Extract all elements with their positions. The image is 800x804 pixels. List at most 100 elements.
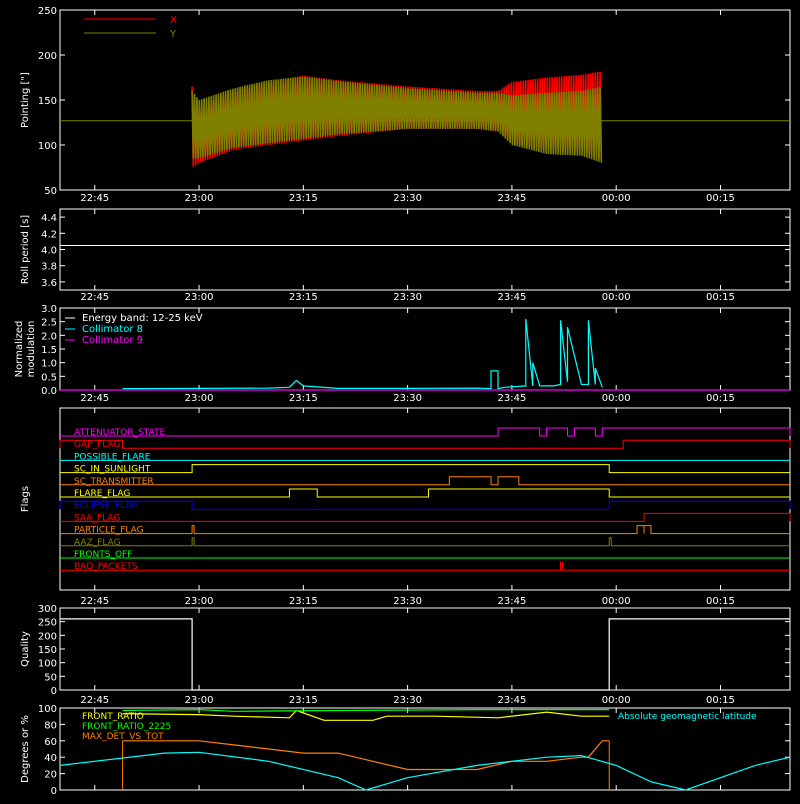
pointing-series-y	[191, 76, 603, 163]
roll-frame	[59, 208, 791, 291]
roll-xtick-label: 00:00	[602, 292, 631, 303]
ratios-frame	[59, 707, 791, 791]
modulation-ytick-label: 2.0	[41, 331, 57, 342]
ratios-legend-label: Absolute geomagnetic latitude	[618, 712, 757, 722]
ratios-ytick-label: 0	[51, 786, 57, 797]
quality-xtick-label: 23:30	[393, 695, 422, 706]
modulation-xtick-label: 23:00	[185, 393, 214, 404]
quality-xtick-label: 23:45	[497, 695, 526, 706]
quality-xtick-label: 22:45	[80, 695, 109, 706]
quality-frame	[59, 607, 791, 691]
ratios-ytick-label: 40	[44, 753, 57, 764]
flags-label-bad-packets: BAD_PACKETS	[74, 562, 138, 572]
modulation-xtick-label: 22:45	[80, 393, 109, 404]
ratios-series-absolute-geomagnetic-latitude	[59, 751, 791, 791]
modulation-legend-label: Collimator 9	[82, 335, 143, 346]
ratios-legend-label: FRONT_RATIO_2225	[82, 722, 171, 732]
flags-trace-aaz-flag	[60, 537, 790, 547]
flags-label-sc-in-sunlight: SC_IN_SUNLIGHT	[74, 465, 151, 475]
flags-trace-sc-transmitter	[60, 476, 790, 486]
ratios-legend-label: FRONT_RATIO	[82, 712, 144, 722]
modulation-legend-label: Energy band: 12-25 keV	[82, 313, 203, 324]
ratios-ytick-label: 60	[44, 737, 57, 748]
flags-label-possible-flare: POSSIBLE_FLARE	[74, 452, 151, 462]
quality-xtick-label: 23:00	[185, 695, 214, 706]
flags-trace-sc-in-sunlight	[60, 464, 790, 474]
quality-ytick-label: 50	[44, 672, 57, 683]
roll-xtick-label: 23:30	[393, 292, 422, 303]
pointing-ytick-label: 50	[44, 186, 57, 197]
modulation-ylabel: modulation	[26, 321, 37, 378]
flags-label-fronts-off: FRONTS_OFF	[74, 550, 132, 560]
pointing-ytick-label: 100	[38, 141, 57, 152]
quality-ytick-label: 100	[38, 659, 57, 670]
ratios-series-front-ratio	[122, 709, 610, 721]
ratios-legend-label: MAX_DET_VS_TOT	[82, 732, 164, 742]
ratios-ytick-label: 80	[44, 720, 57, 731]
roll-xtick-label: 00:15	[706, 292, 735, 303]
modulation-xtick-label: 00:15	[706, 393, 735, 404]
flags-trace-bad-packets	[60, 561, 790, 571]
quality-xtick-label: 00:00	[602, 695, 631, 706]
modulation-xtick-label: 23:45	[497, 393, 526, 404]
flags-trace-gap-flag	[59, 439, 791, 449]
roll-ytick-label: 3.6	[41, 278, 57, 289]
pointing-xtick-label: 00:00	[602, 193, 631, 204]
roll-xtick-label: 23:45	[497, 292, 526, 303]
flags-xtick-label: 22:45	[80, 596, 109, 607]
pointing-xtick-label: 23:00	[185, 193, 214, 204]
pointing-ylabel: Pointing ["]	[20, 72, 31, 128]
roll-ytick-label: 4.0	[41, 246, 57, 257]
flags-xtick-label: 00:00	[602, 596, 631, 607]
pointing-xtick-label: 00:15	[706, 193, 735, 204]
flags-label-gap-flag: GAP_FLAG	[74, 440, 120, 450]
quality-xtick-label: 00:15	[706, 695, 735, 706]
ratios-ylabel: Degrees or %	[20, 715, 31, 783]
pointing-legend-label: X	[170, 15, 177, 26]
quality-ylabel: Quality	[20, 631, 31, 667]
quality-ytick-label: 250	[38, 618, 57, 629]
modulation-xtick-label: 23:30	[393, 393, 422, 404]
flags-label-sc-transmitter: SC_TRANSMITTER	[74, 477, 154, 487]
modulation-ytick-label: 0.5	[41, 372, 57, 383]
flags-trace-flare-flag	[60, 488, 790, 498]
pointing-xtick-label: 23:30	[393, 193, 422, 204]
pointing-ytick-label: 200	[38, 51, 57, 62]
roll-xtick-label: 23:00	[185, 292, 214, 303]
modulation-ytick-label: 3.0	[41, 304, 57, 315]
flags-label-aaz-flag: AAZ_FLAG	[74, 538, 121, 548]
pointing-ytick-label: 150	[38, 96, 57, 107]
flags-label-flare-flag: FLARE_FLAG	[74, 489, 130, 499]
ratios-series-max-det-vs-tot	[122, 740, 610, 771]
quality-ytick-label: 150	[38, 645, 57, 656]
roll-ytick-label: 4.4	[41, 213, 57, 224]
modulation-ytick-label: 0.0	[41, 386, 57, 397]
flags-frame	[59, 407, 791, 591]
flags-label-attenuator-state: ATTENUATOR_STATE	[74, 428, 166, 438]
flags-ylabel: Flags	[20, 486, 31, 512]
quality-xtick-label: 23:15	[289, 695, 318, 706]
ratios-series-front-ratio-2225	[122, 708, 610, 712]
flags-trace-attenuator-state	[60, 427, 791, 437]
ratios-ytick-label: 100	[38, 704, 57, 715]
modulation-xtick-label: 23:15	[289, 393, 318, 404]
quality-ytick-label: 0	[51, 686, 57, 697]
roll-ytick-label: 4.2	[41, 229, 57, 240]
modulation-series-collimator-8	[122, 318, 603, 390]
quality-ytick-label: 300	[38, 604, 57, 615]
pointing-ytick-label: 250	[38, 6, 57, 17]
modulation-ytick-label: 2.5	[41, 318, 57, 329]
pointing-xtick-label: 23:15	[289, 193, 318, 204]
modulation-xtick-label: 00:00	[602, 393, 631, 404]
roll-xtick-label: 22:45	[80, 292, 109, 303]
quality-series-line	[60, 618, 790, 691]
flags-xtick-label: 23:15	[289, 596, 318, 607]
pointing-xtick-label: 22:45	[80, 193, 109, 204]
flags-label-particle-flag: PARTICLE_FLAG	[74, 526, 144, 536]
quality-ytick-label: 200	[38, 631, 57, 642]
roll-ytick-label: 3.8	[41, 262, 57, 273]
flags-xtick-label: 23:00	[185, 596, 214, 607]
flags-xtick-label: 00:15	[706, 596, 735, 607]
